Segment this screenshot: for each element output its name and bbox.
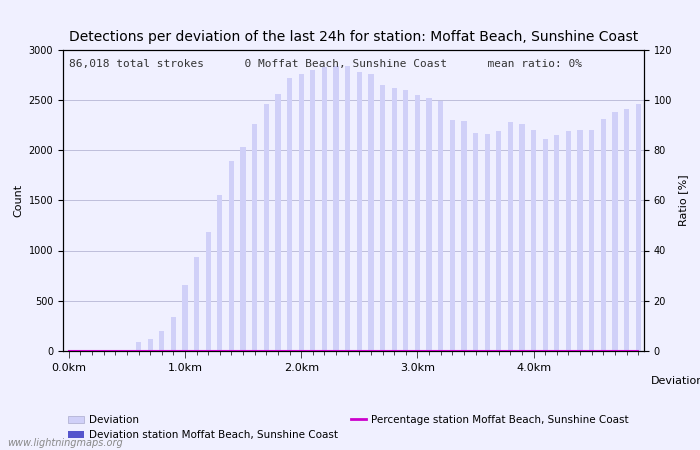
Bar	[229, 161, 234, 351]
Bar	[148, 339, 153, 351]
Bar	[542, 139, 548, 351]
Text: Deviations: Deviations	[651, 376, 700, 386]
Bar	[519, 124, 524, 351]
Bar	[438, 101, 443, 351]
Bar	[299, 74, 304, 351]
Bar	[287, 78, 292, 351]
Text: www.lightningmaps.org: www.lightningmaps.org	[7, 438, 122, 448]
Bar	[241, 147, 246, 351]
Bar	[391, 88, 397, 351]
Bar	[136, 342, 141, 351]
Bar	[403, 90, 408, 351]
Bar	[426, 98, 432, 351]
Bar	[531, 130, 536, 351]
Bar	[415, 95, 420, 351]
Legend: Deviation, Deviation station Moffat Beach, Sunshine Coast, Percentage station Mo: Deviation, Deviation station Moffat Beac…	[68, 415, 629, 440]
Y-axis label: Count: Count	[13, 184, 23, 217]
Bar	[333, 66, 339, 351]
Bar	[217, 195, 223, 351]
Bar	[496, 131, 501, 351]
Title: Detections per deviation of the last 24h for station: Moffat Beach, Sunshine Coa: Detections per deviation of the last 24h…	[69, 30, 638, 44]
Bar	[345, 66, 350, 351]
Bar	[264, 104, 269, 351]
Bar	[473, 133, 478, 351]
Bar	[449, 120, 455, 351]
Bar	[252, 124, 258, 351]
Text: 86,018 total strokes      0 Moffat Beach, Sunshine Coast      mean ratio: 0%: 86,018 total strokes 0 Moffat Beach, Sun…	[69, 58, 582, 68]
Bar	[183, 285, 188, 351]
Bar	[636, 104, 640, 351]
Bar	[159, 331, 164, 351]
Bar	[368, 74, 374, 351]
Bar	[322, 67, 327, 351]
Bar	[578, 130, 582, 351]
Bar	[310, 70, 316, 351]
Bar	[566, 131, 571, 351]
Bar	[357, 72, 362, 351]
Bar	[589, 130, 594, 351]
Bar	[484, 134, 490, 351]
Bar	[461, 121, 466, 351]
Bar	[508, 122, 513, 351]
Bar	[601, 119, 606, 351]
Bar	[380, 85, 385, 351]
Bar	[624, 109, 629, 351]
Y-axis label: Ratio [%]: Ratio [%]	[678, 175, 688, 226]
Bar	[206, 232, 211, 351]
Bar	[612, 112, 617, 351]
Bar	[194, 256, 199, 351]
Bar	[554, 135, 559, 351]
Bar	[275, 94, 281, 351]
Bar	[171, 317, 176, 351]
